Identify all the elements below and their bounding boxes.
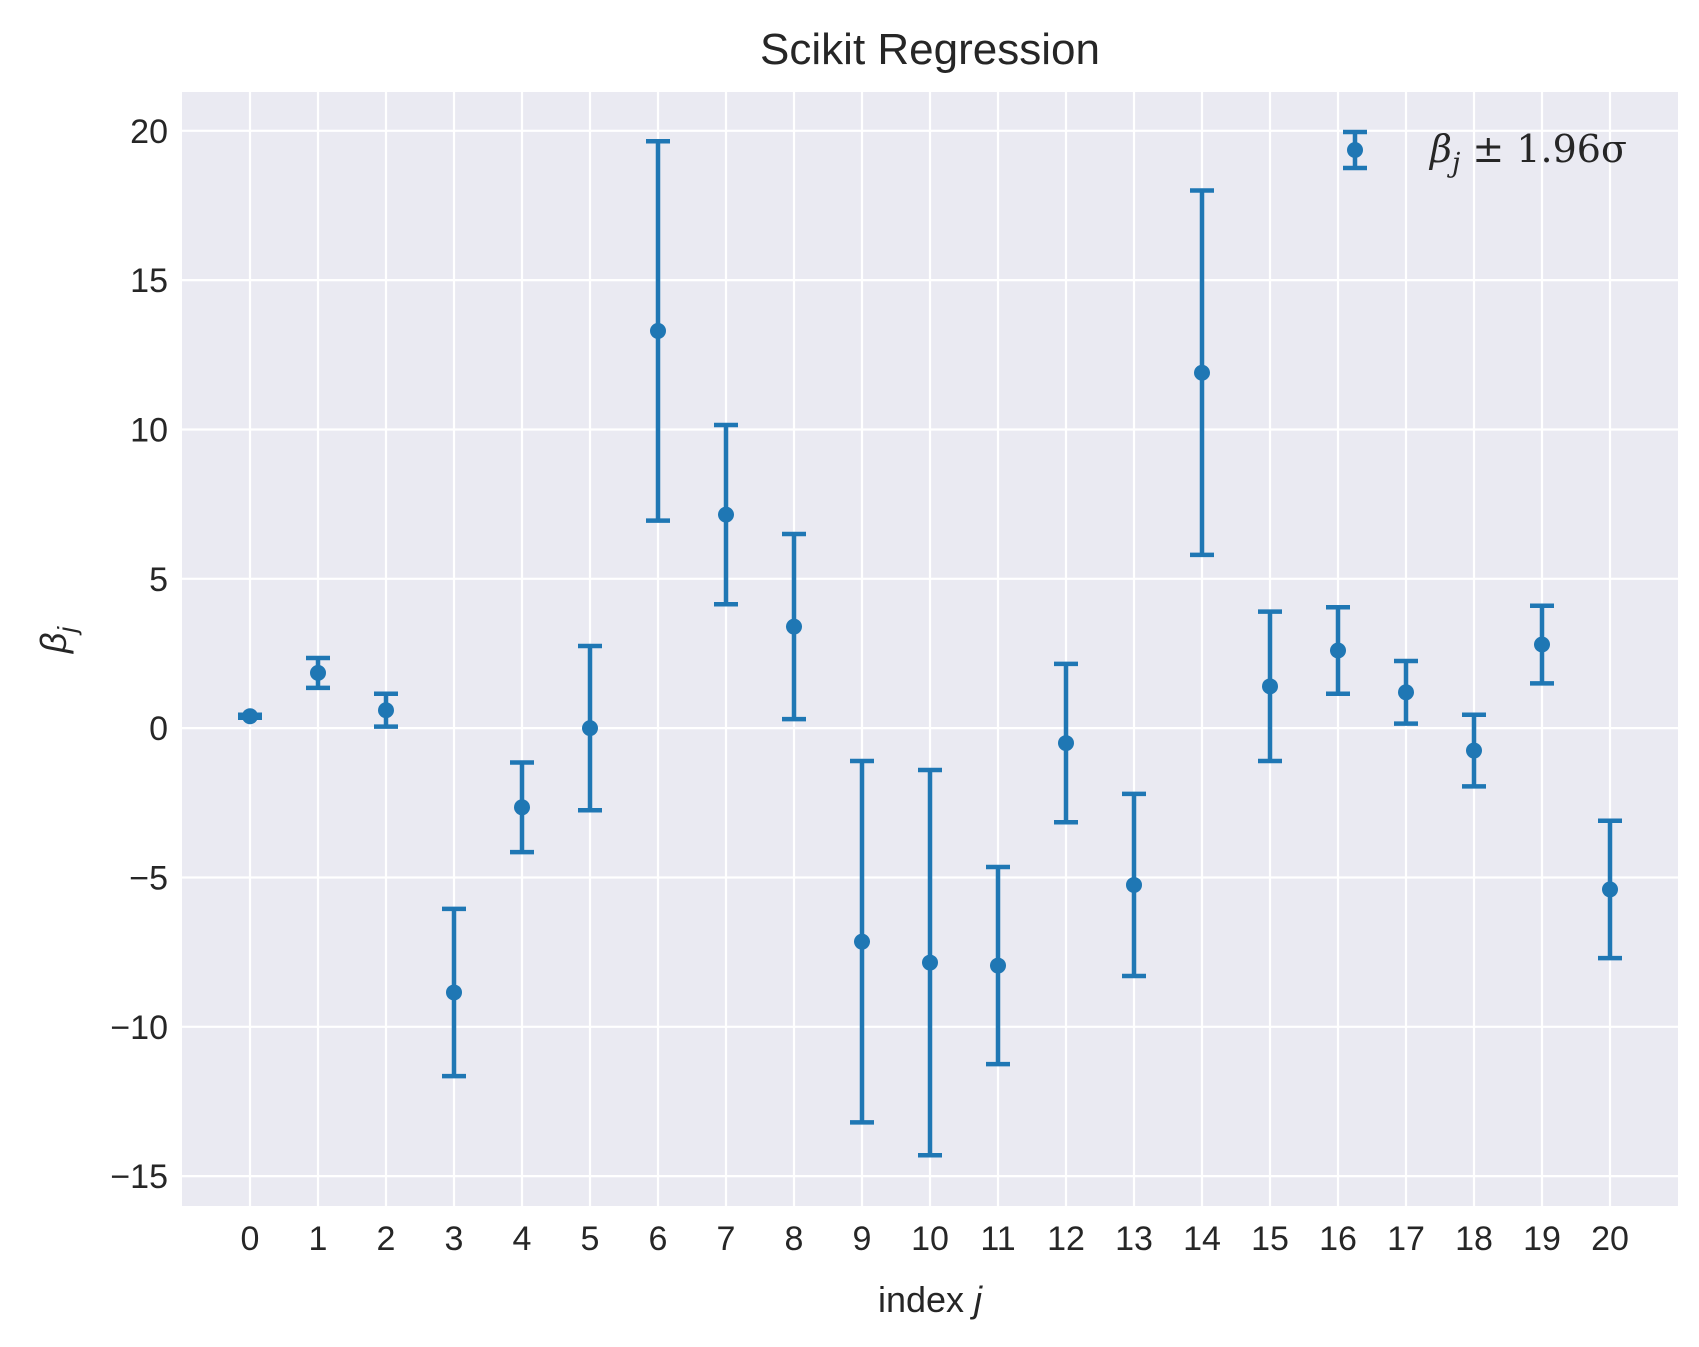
data-marker bbox=[1262, 678, 1278, 695]
data-point bbox=[1394, 658, 1418, 726]
x-tick-label: 20 bbox=[1591, 1220, 1629, 1258]
y-tick-label: −10 bbox=[110, 1009, 168, 1047]
data-marker bbox=[1534, 636, 1550, 653]
data-point bbox=[1462, 712, 1486, 789]
data-marker bbox=[854, 933, 870, 950]
y-tick-labels: −15 −10 −5 0 5 10 15 20 bbox=[110, 113, 168, 1196]
y-axis-label: βj bbox=[33, 626, 82, 655]
x-tick-label: 13 bbox=[1115, 1220, 1153, 1258]
x-tick-label: 16 bbox=[1319, 1220, 1357, 1258]
data-point bbox=[714, 422, 738, 607]
svg-text:βj: βj bbox=[33, 626, 82, 655]
data-marker bbox=[786, 618, 802, 635]
x-tick-label: 9 bbox=[853, 1220, 872, 1258]
x-tick-label: 11 bbox=[980, 1220, 1015, 1258]
data-marker bbox=[1398, 684, 1414, 701]
data-point bbox=[918, 767, 942, 1158]
x-tick-label: 18 bbox=[1455, 1220, 1493, 1258]
x-tick-label: 2 bbox=[377, 1220, 396, 1258]
y-tick-label: 20 bbox=[130, 113, 168, 151]
x-axis-label-text: index bbox=[878, 1279, 974, 1320]
y-tick-label: 15 bbox=[130, 262, 168, 300]
data-marker bbox=[1330, 642, 1346, 659]
legend: βj ± 1.96σ bbox=[1343, 127, 1627, 179]
data-point bbox=[986, 864, 1010, 1067]
y-tick-label: 10 bbox=[130, 411, 168, 449]
data-marker bbox=[378, 702, 394, 719]
data-marker bbox=[922, 954, 938, 971]
data-point bbox=[1530, 603, 1554, 686]
data-point bbox=[442, 906, 466, 1079]
data-point bbox=[578, 643, 602, 813]
data-marker bbox=[1194, 364, 1210, 381]
x-tick-label: 1 bbox=[309, 1220, 328, 1258]
data-marker bbox=[1058, 735, 1074, 752]
y-tick-label: −5 bbox=[129, 859, 168, 897]
data-marker bbox=[1466, 742, 1482, 759]
data-point bbox=[1054, 661, 1078, 825]
data-point bbox=[1258, 609, 1282, 764]
data-point bbox=[1190, 188, 1214, 558]
x-tick-label: 8 bbox=[785, 1220, 804, 1258]
legend-symbol: β bbox=[1428, 127, 1452, 171]
x-tick-label: 6 bbox=[649, 1220, 668, 1258]
data-marker bbox=[1126, 876, 1142, 893]
data-point bbox=[1598, 818, 1622, 961]
data-marker bbox=[514, 799, 530, 816]
x-tick-label: 15 bbox=[1251, 1220, 1289, 1258]
data-point bbox=[850, 758, 874, 1125]
x-tick-label: 5 bbox=[581, 1220, 600, 1258]
y-axis-label-sub: j bbox=[52, 626, 82, 636]
x-tick-label: 12 bbox=[1047, 1220, 1085, 1258]
x-tick-label: 0 bbox=[241, 1220, 260, 1258]
x-tick-label: 19 bbox=[1523, 1220, 1561, 1258]
data-point bbox=[646, 139, 670, 523]
legend-marker bbox=[1343, 129, 1367, 171]
data-point bbox=[1122, 791, 1146, 979]
data-point bbox=[510, 760, 534, 855]
legend-label: βj ± 1.96σ bbox=[1428, 127, 1627, 179]
x-tick-labels: 0 1 2 3 4 5 6 7 8 9 10 11 12 13 14 15 16 17 18 19 20 bbox=[241, 1220, 1629, 1258]
data-marker bbox=[242, 708, 258, 725]
y-tick-label: 5 bbox=[149, 561, 168, 599]
legend-dot bbox=[1347, 142, 1363, 158]
data-marker bbox=[582, 720, 598, 737]
data-marker bbox=[446, 984, 462, 1001]
data-point bbox=[238, 708, 262, 725]
x-tick-label: 14 bbox=[1183, 1220, 1221, 1258]
x-tick-label: 3 bbox=[445, 1220, 464, 1258]
data-marker bbox=[990, 957, 1006, 974]
x-tick-label: 17 bbox=[1387, 1220, 1425, 1258]
data-marker bbox=[1602, 881, 1618, 898]
data-point bbox=[374, 691, 398, 729]
data-point bbox=[782, 531, 806, 722]
data-point bbox=[1326, 604, 1350, 697]
data-marker bbox=[650, 322, 666, 339]
data-marker bbox=[310, 664, 326, 681]
data-marker bbox=[718, 506, 734, 523]
chart-title: Scikit Regression bbox=[760, 25, 1100, 74]
x-axis-label: index j bbox=[878, 1279, 983, 1320]
y-tick-label: −15 bbox=[110, 1158, 168, 1196]
x-tick-label: 4 bbox=[513, 1220, 532, 1258]
y-axis-label-symbol: β bbox=[33, 633, 74, 655]
data-series bbox=[238, 139, 1622, 1158]
y-tick-label: 0 bbox=[149, 710, 168, 748]
x-tick-label: 7 bbox=[717, 1220, 736, 1258]
x-tick-label: 10 bbox=[911, 1220, 949, 1258]
data-point bbox=[306, 655, 330, 691]
legend-rest: ± 1.96σ bbox=[1460, 127, 1627, 171]
